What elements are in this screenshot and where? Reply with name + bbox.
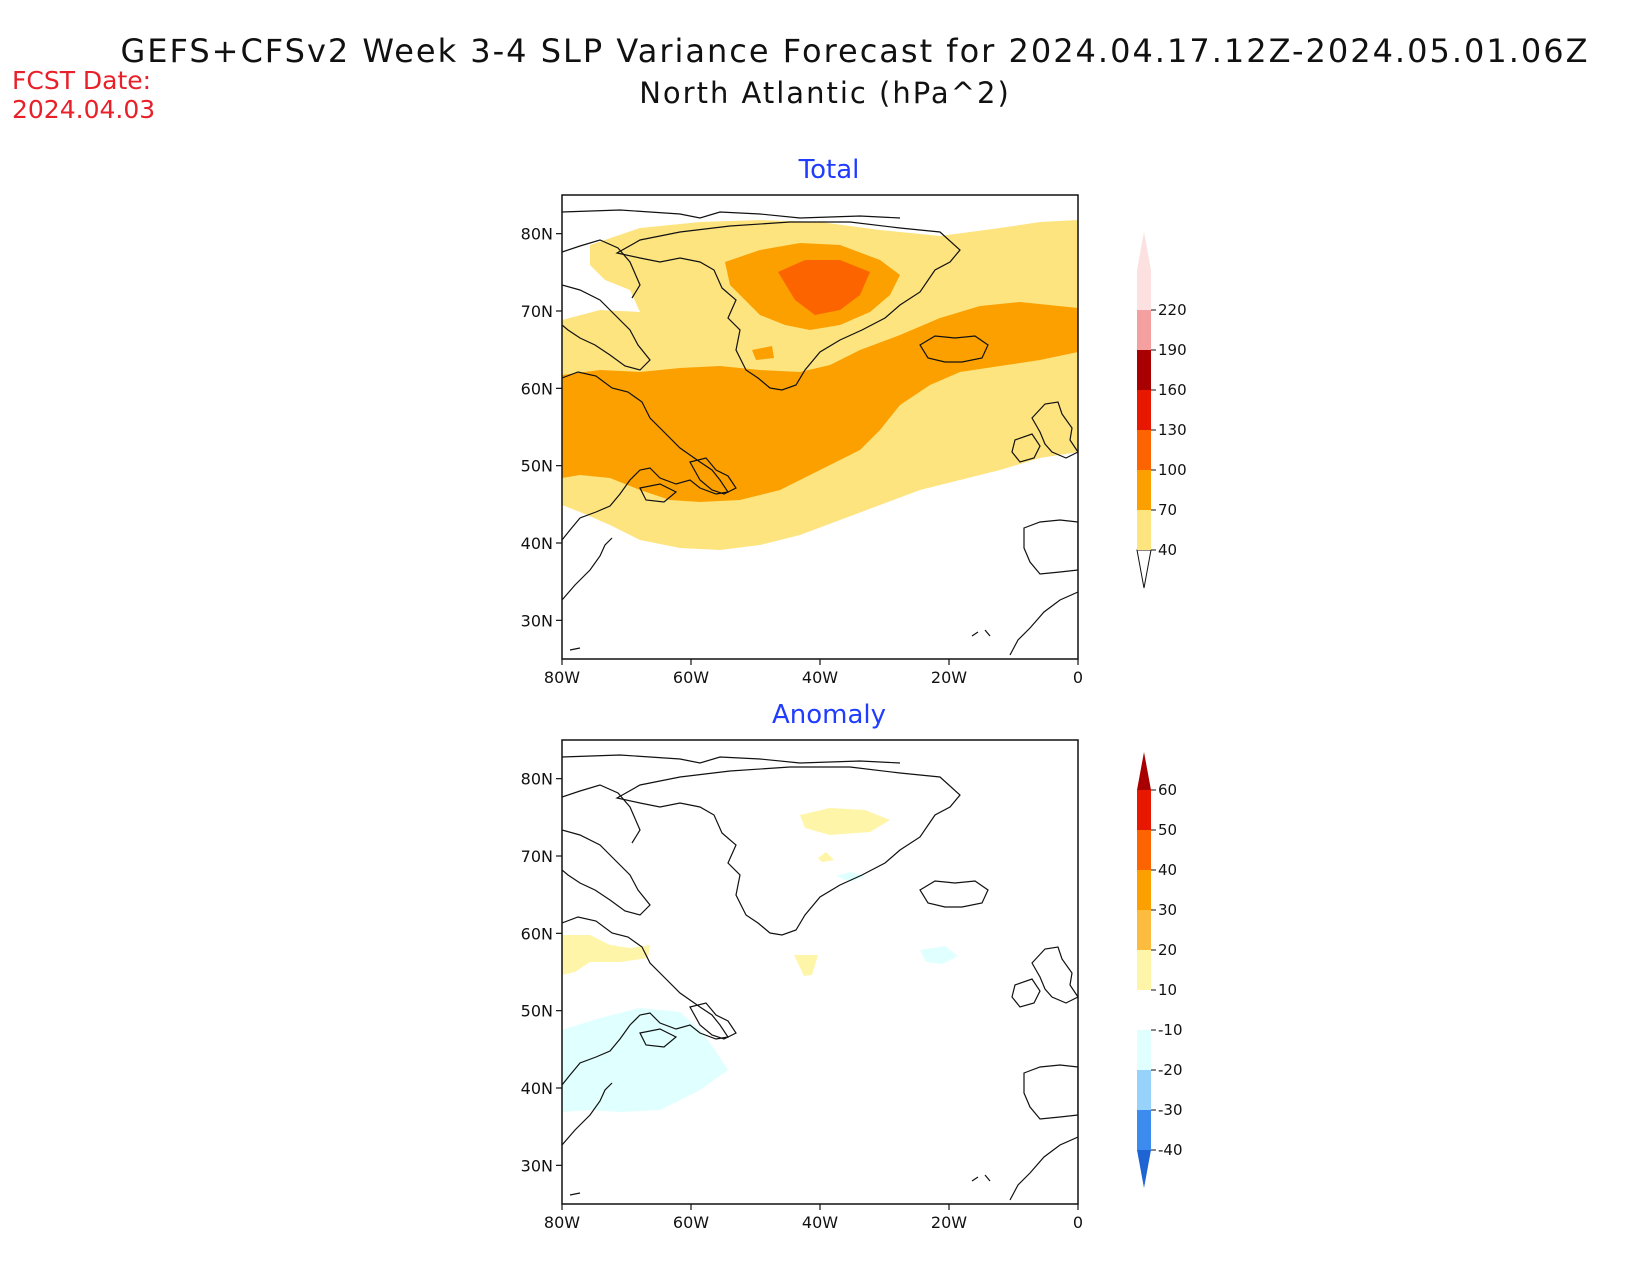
main-subtitle: North Atlantic (hPa^2) bbox=[639, 76, 1011, 110]
panel-title-total: Total bbox=[798, 155, 860, 185]
colorbar-end-low bbox=[1137, 1150, 1151, 1188]
anomaly-neg-mid bbox=[920, 946, 958, 964]
fcst-date-value: 2024.04.03 bbox=[12, 95, 156, 124]
lat-tick-label: 30N bbox=[521, 611, 553, 630]
colorbar-swatch bbox=[1137, 870, 1151, 910]
colorbar-swatch bbox=[1137, 350, 1151, 390]
colorbar-end-high bbox=[1137, 752, 1151, 790]
colorbar-swatch bbox=[1137, 1030, 1151, 1070]
colorbar-label: -30 bbox=[1158, 1101, 1183, 1119]
colorbar-label: 50 bbox=[1158, 821, 1177, 839]
anomaly-neg-west bbox=[562, 1008, 728, 1112]
colorbar-swatch bbox=[1137, 430, 1151, 470]
lon-tick-label: 0 bbox=[1073, 1213, 1083, 1232]
colorbar-swatch bbox=[1137, 310, 1151, 350]
colorbar-label: 30 bbox=[1158, 901, 1177, 919]
lon-tick-label: 60W bbox=[673, 1213, 709, 1232]
colorbar-swatch bbox=[1137, 910, 1151, 950]
lon-tick-label: 80W bbox=[544, 668, 580, 687]
lat-tick-label: 40N bbox=[521, 1079, 553, 1098]
lat-tick-label: 60N bbox=[521, 924, 553, 943]
lon-tick-label: 20W bbox=[931, 1213, 967, 1232]
colorbar-label: 190 bbox=[1158, 341, 1187, 359]
lat-tick-label: 30N bbox=[521, 1156, 553, 1175]
colorbar-swatch bbox=[1137, 790, 1151, 830]
fcst-date-label: FCST Date: bbox=[12, 66, 152, 95]
total-contour-100 bbox=[778, 260, 870, 315]
colorbar-label: 100 bbox=[1158, 461, 1187, 479]
colorbar-swatch bbox=[1137, 270, 1151, 310]
colorbar-swatch bbox=[1137, 1070, 1151, 1110]
lon-tick-label: 80W bbox=[544, 1213, 580, 1232]
colorbar-end-low bbox=[1136, 549, 1152, 589]
colorbar-label: 220 bbox=[1158, 301, 1187, 319]
colorbar-label: 130 bbox=[1158, 421, 1187, 439]
lon-tick-label: 40W bbox=[802, 668, 838, 687]
colorbar-label: 20 bbox=[1158, 941, 1177, 959]
lon-tick-label: 60W bbox=[673, 668, 709, 687]
colorbar-label: 10 bbox=[1158, 981, 1177, 999]
colorbar-swatch bbox=[1137, 510, 1151, 550]
colorbar-label: -10 bbox=[1158, 1021, 1183, 1039]
colorbar-label: 160 bbox=[1158, 381, 1187, 399]
lon-tick-label: 40W bbox=[802, 1213, 838, 1232]
lat-tick-label: 70N bbox=[521, 302, 553, 321]
colorbar-swatch bbox=[1137, 990, 1151, 1030]
panel-title-anomaly: Anomaly bbox=[772, 700, 886, 730]
lat-tick-label: 80N bbox=[521, 225, 553, 244]
colorbar-swatch bbox=[1137, 950, 1151, 990]
colorbar-swatch bbox=[1137, 390, 1151, 430]
colorbar-label: -40 bbox=[1158, 1141, 1183, 1159]
anomaly-colorbar: 60 50 40 30 20 10 -10 -20 -30 -40 bbox=[1137, 752, 1183, 1188]
lat-tick-label: 50N bbox=[521, 1002, 553, 1021]
lon-tick-label: 20W bbox=[931, 668, 967, 687]
anomaly-pos-mid bbox=[794, 955, 818, 976]
lat-tick-label: 80N bbox=[521, 770, 553, 789]
colorbar-swatch bbox=[1137, 830, 1151, 870]
lon-tick-label: 0 bbox=[1073, 668, 1083, 687]
colorbar-end-high bbox=[1137, 232, 1151, 270]
colorbar-label: 40 bbox=[1158, 861, 1177, 879]
colorbar-label: 60 bbox=[1158, 781, 1177, 799]
colorbar-swatch bbox=[1137, 470, 1151, 510]
colorbar-label: -20 bbox=[1158, 1061, 1183, 1079]
lat-tick-label: 50N bbox=[521, 457, 553, 476]
lat-tick-label: 70N bbox=[521, 847, 553, 866]
total-colorbar: 40 70 100 130 160 190 220 bbox=[1136, 232, 1187, 589]
colorbar-label: 70 bbox=[1158, 501, 1177, 519]
colorbar-label: 40 bbox=[1158, 541, 1177, 559]
main-title: GEFS+CFSv2 Week 3-4 SLP Variance Forecas… bbox=[120, 32, 1590, 70]
colorbar-swatch bbox=[1137, 1110, 1151, 1150]
total-contour-70 bbox=[562, 302, 1078, 502]
lat-tick-label: 40N bbox=[521, 534, 553, 553]
anomaly-pos-west bbox=[562, 935, 650, 975]
anomaly-field bbox=[562, 808, 958, 1112]
total-field bbox=[562, 220, 1078, 550]
anomaly-map-frame bbox=[561, 739, 1079, 1205]
lat-tick-label: 60N bbox=[521, 379, 553, 398]
anomaly-pos-greenland bbox=[800, 808, 890, 835]
